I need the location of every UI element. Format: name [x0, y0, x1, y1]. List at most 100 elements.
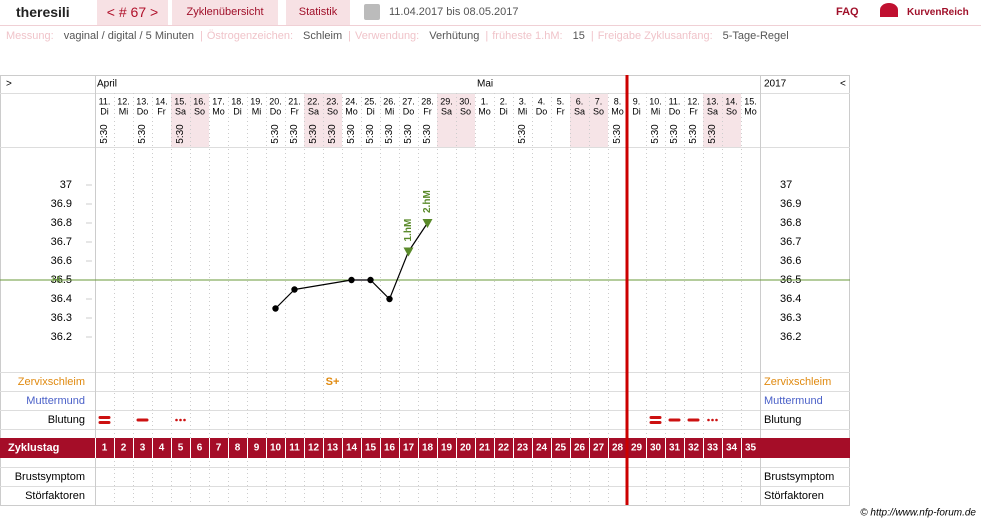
cycle-day: 3 — [140, 443, 146, 454]
date: 6. — [576, 96, 584, 106]
tab[interactable]: Zyklenübersicht — [172, 0, 278, 25]
weekend-shade — [703, 93, 722, 147]
cycle-day: 10 — [270, 443, 282, 454]
setting-label: Verwendung: — [355, 30, 420, 42]
date: 11. — [99, 96, 111, 106]
date: 12. — [117, 96, 130, 106]
cycle-nav[interactable]: < # 67 > — [97, 0, 168, 25]
date: 1. — [481, 96, 489, 106]
bleed-bar — [98, 421, 111, 424]
y-tick-label: 36.2 — [780, 331, 801, 343]
print-icon[interactable] — [364, 4, 380, 20]
weekend-shade — [437, 93, 456, 147]
weekday: So — [726, 106, 737, 116]
weekday: So — [593, 106, 604, 116]
tab[interactable]: Statistik — [286, 0, 350, 25]
cycle-day: 19 — [441, 443, 453, 454]
time: 5:30 — [327, 124, 338, 144]
y-tick-label: 36.8 — [780, 217, 801, 229]
cycle-day: 35 — [745, 443, 757, 454]
temp-point — [367, 276, 374, 284]
weekend-shade — [323, 93, 342, 147]
cycle-day: 24 — [536, 443, 548, 454]
weekday: Di — [100, 106, 109, 116]
weekday: Fr — [157, 106, 166, 116]
bleed-dot — [175, 418, 178, 422]
user-name: theresili — [16, 4, 70, 20]
date: 14. — [155, 96, 168, 106]
cycle-day: 25 — [555, 443, 567, 454]
cycle-day: 27 — [593, 443, 605, 454]
temp-segment — [370, 279, 390, 300]
time: 5:30 — [688, 124, 699, 144]
y-tick-label: 36.9 — [51, 198, 72, 210]
setting-value: 5-Tage-Regel — [722, 30, 789, 42]
date: 15. — [174, 96, 187, 106]
hm-label: 2.hM — [422, 190, 433, 213]
cycle-day: 17 — [403, 443, 415, 454]
date: 28. — [421, 96, 434, 106]
bleed-bar — [136, 418, 149, 422]
cycle-day: 5 — [178, 443, 184, 454]
date: 4. — [538, 96, 546, 106]
faq-link[interactable]: FAQ — [836, 6, 859, 18]
temp-point — [272, 305, 279, 312]
time: 5:30 — [517, 124, 528, 144]
row-label: Brustsymptom — [15, 471, 85, 483]
weekday: Di — [366, 106, 375, 116]
bleeding-mark — [98, 416, 111, 424]
weekday: Do — [669, 106, 681, 116]
weekday: Di — [233, 106, 242, 116]
time: 5:30 — [308, 124, 319, 144]
bleeding-mark — [668, 418, 681, 422]
row-label: Brustsymptom — [764, 471, 834, 483]
bleed-bar — [649, 421, 662, 424]
cycle-day: 9 — [254, 443, 260, 454]
cycle-day: 16 — [384, 443, 396, 454]
setting-label: früheste 1.hM: — [492, 30, 563, 42]
year: 2017 — [764, 79, 787, 90]
bleed-dot — [711, 418, 714, 422]
date: 29. — [440, 96, 453, 106]
temp-segment — [294, 279, 352, 291]
logo[interactable]: KurvenReich — [907, 7, 969, 18]
time: 5:30 — [175, 124, 186, 144]
date: 19. — [250, 96, 263, 106]
date: 21. — [288, 96, 301, 106]
setting-value: Schleim — [303, 30, 343, 42]
temp-point — [386, 295, 393, 303]
row-label: Muttermund — [764, 395, 823, 407]
weekday: Do — [137, 106, 149, 116]
weekday: So — [194, 106, 205, 116]
y-tick-label: 36.9 — [780, 198, 801, 210]
weekend-shade — [304, 93, 323, 147]
month: Mai — [477, 79, 493, 90]
weekday: So — [327, 106, 338, 116]
month: April — [97, 79, 117, 90]
time: 5:30 — [289, 124, 300, 144]
weekday: Fr — [689, 106, 698, 116]
cycle-day: 22 — [498, 443, 510, 454]
y-tick-label: 36.3 — [780, 312, 801, 324]
time: 5:30 — [365, 124, 376, 144]
weekday: Di — [499, 106, 508, 116]
cycle-label: Zyklustag — [8, 442, 59, 454]
cycle-day: 7 — [216, 443, 222, 454]
date: 11. — [669, 96, 681, 106]
weekday: Do — [536, 106, 548, 116]
date: 18. — [231, 96, 244, 106]
date: 7. — [595, 96, 603, 106]
y-tick-label: 36.8 — [51, 217, 72, 229]
cycle-day: 31 — [669, 443, 681, 454]
bleed-dot — [715, 418, 718, 422]
time: 5:30 — [384, 124, 395, 144]
date: 8. — [614, 96, 622, 106]
temp-segment — [275, 289, 295, 309]
setting-label: Östrogenzeichen: — [206, 30, 294, 42]
nav-prev[interactable]: > — [6, 79, 12, 90]
weekday: Do — [270, 106, 282, 116]
cycle-day: 21 — [479, 443, 491, 454]
cycle-day: 34 — [726, 443, 738, 454]
setting-value: Verhütung — [429, 30, 480, 42]
